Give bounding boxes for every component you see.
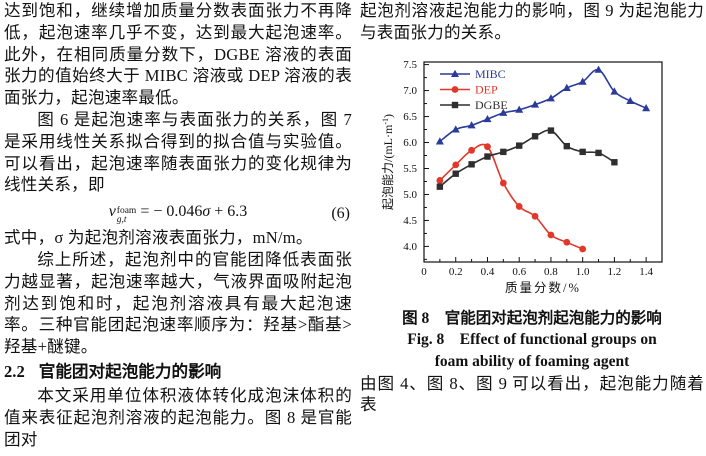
svg-text:0.2: 0.2 bbox=[449, 266, 463, 278]
svg-text:7.5: 7.5 bbox=[403, 59, 417, 71]
svg-text:5.5: 5.5 bbox=[403, 163, 417, 175]
equation-mid: = − 0.046 bbox=[140, 203, 203, 221]
svg-text:1.2: 1.2 bbox=[608, 266, 622, 278]
svg-text:1.0: 1.0 bbox=[576, 266, 590, 278]
svg-text:0: 0 bbox=[421, 266, 427, 278]
figure-8-caption-en-line2: foam ability of foaming agent bbox=[434, 352, 630, 370]
paragraph-summary: 综上所述，起泡剂中的官能团降低表面张力越显著，起泡速率越大，气液界面吸附起泡剂达… bbox=[4, 249, 352, 357]
svg-text:0.6: 0.6 bbox=[512, 266, 526, 278]
paragraph-fig6-fig7: 图 6 是起泡速率与表面张力的关系，图 7 是采用线性关系拟合得到的拟合值与实验… bbox=[4, 109, 352, 195]
svg-text:质量分数/%: 质量分数/% bbox=[505, 280, 581, 295]
svg-text:DGBE: DGBE bbox=[475, 98, 508, 112]
svg-text:0.4: 0.4 bbox=[481, 266, 495, 278]
equation-number: (6) bbox=[331, 205, 350, 223]
equation-subscript: g,t bbox=[116, 215, 127, 226]
figure-8-caption-en-line1: Fig. 8 Effect of functional groups on bbox=[407, 330, 657, 348]
equation-variable: v bbox=[108, 203, 116, 221]
section-heading-2-2: 2.2 官能团对起泡能力的影响 bbox=[4, 361, 352, 383]
figure-8: 0 0.2 0.4 0.6 0.8 1.0 1.2 1.4 4.0 4.5 5.0 5.5 6.0 6.5… bbox=[360, 52, 704, 373]
svg-text:DEP: DEP bbox=[475, 82, 498, 96]
left-text-column: 达到饱和，继续增加质量分数表面张力不再降低，起泡速率几乎不变，达到最大起泡速率。… bbox=[4, 0, 352, 450]
svg-text:0.8: 0.8 bbox=[544, 266, 558, 278]
section-number: 2.2 bbox=[4, 361, 25, 381]
svg-text:起泡能力/(mL·m-1): 起泡能力/(mL·m-1) bbox=[381, 114, 395, 210]
svg-text:6.5: 6.5 bbox=[403, 111, 417, 123]
paragraph-where-sigma: 式中，σ 为起泡剂溶液表面张力，mN/m。 bbox=[4, 228, 313, 248]
svg-text:4.0: 4.0 bbox=[403, 241, 417, 253]
svg-text:4.5: 4.5 bbox=[403, 215, 417, 227]
paragraph-foam-ability-intro: 本文采用单位体积液体转化成泡沫体积的值来表征起泡剂溶液的起泡能力。图 8 是官能… bbox=[4, 385, 352, 449]
paragraph-fig8-fig9-continuation: 起泡剂溶液起泡能力的影响，图 9 为起泡能力与表面张力的关系。 bbox=[360, 1, 704, 42]
equation-tail: + 6.3 bbox=[210, 203, 248, 221]
paragraph-conclusion-start: 由图 4、图 8、图 9 可以看出，起泡能力随着表 bbox=[360, 373, 704, 415]
equation-superscript: foam bbox=[116, 206, 137, 217]
section-title: 官能团对起泡能力的影响 bbox=[38, 361, 222, 381]
equation-sigma: σ bbox=[202, 203, 211, 221]
svg-text:6.0: 6.0 bbox=[403, 137, 417, 149]
equation-scripts: foam g,t bbox=[116, 206, 137, 226]
figure-8-caption-zh: 图 8 官能团对起泡剂起泡能力的影响 bbox=[402, 309, 662, 327]
svg-text:MIBC: MIBC bbox=[475, 67, 506, 81]
paragraph-saturation-continuation: 达到饱和，继续增加质量分数表面张力不再降低，起泡速率几乎不变，达到最大起泡速率。… bbox=[4, 1, 352, 108]
equation-6: v foam g,t = − 0.046σ + 6.3 (6) bbox=[4, 200, 352, 225]
figure-8-chart: 0 0.2 0.4 0.6 0.8 1.0 1.2 1.4 4.0 4.5 5.0 5.5 6.0 6.5… bbox=[381, 59, 663, 295]
svg-text:7.0: 7.0 bbox=[403, 85, 417, 97]
svg-text:1.4: 1.4 bbox=[639, 266, 653, 278]
svg-text:5.0: 5.0 bbox=[403, 189, 417, 201]
right-text-column: 起泡剂溶液起泡能力的影响，图 9 为起泡能力与表面张力的关系。 0 0.2 0.4 0… bbox=[360, 0, 704, 416]
